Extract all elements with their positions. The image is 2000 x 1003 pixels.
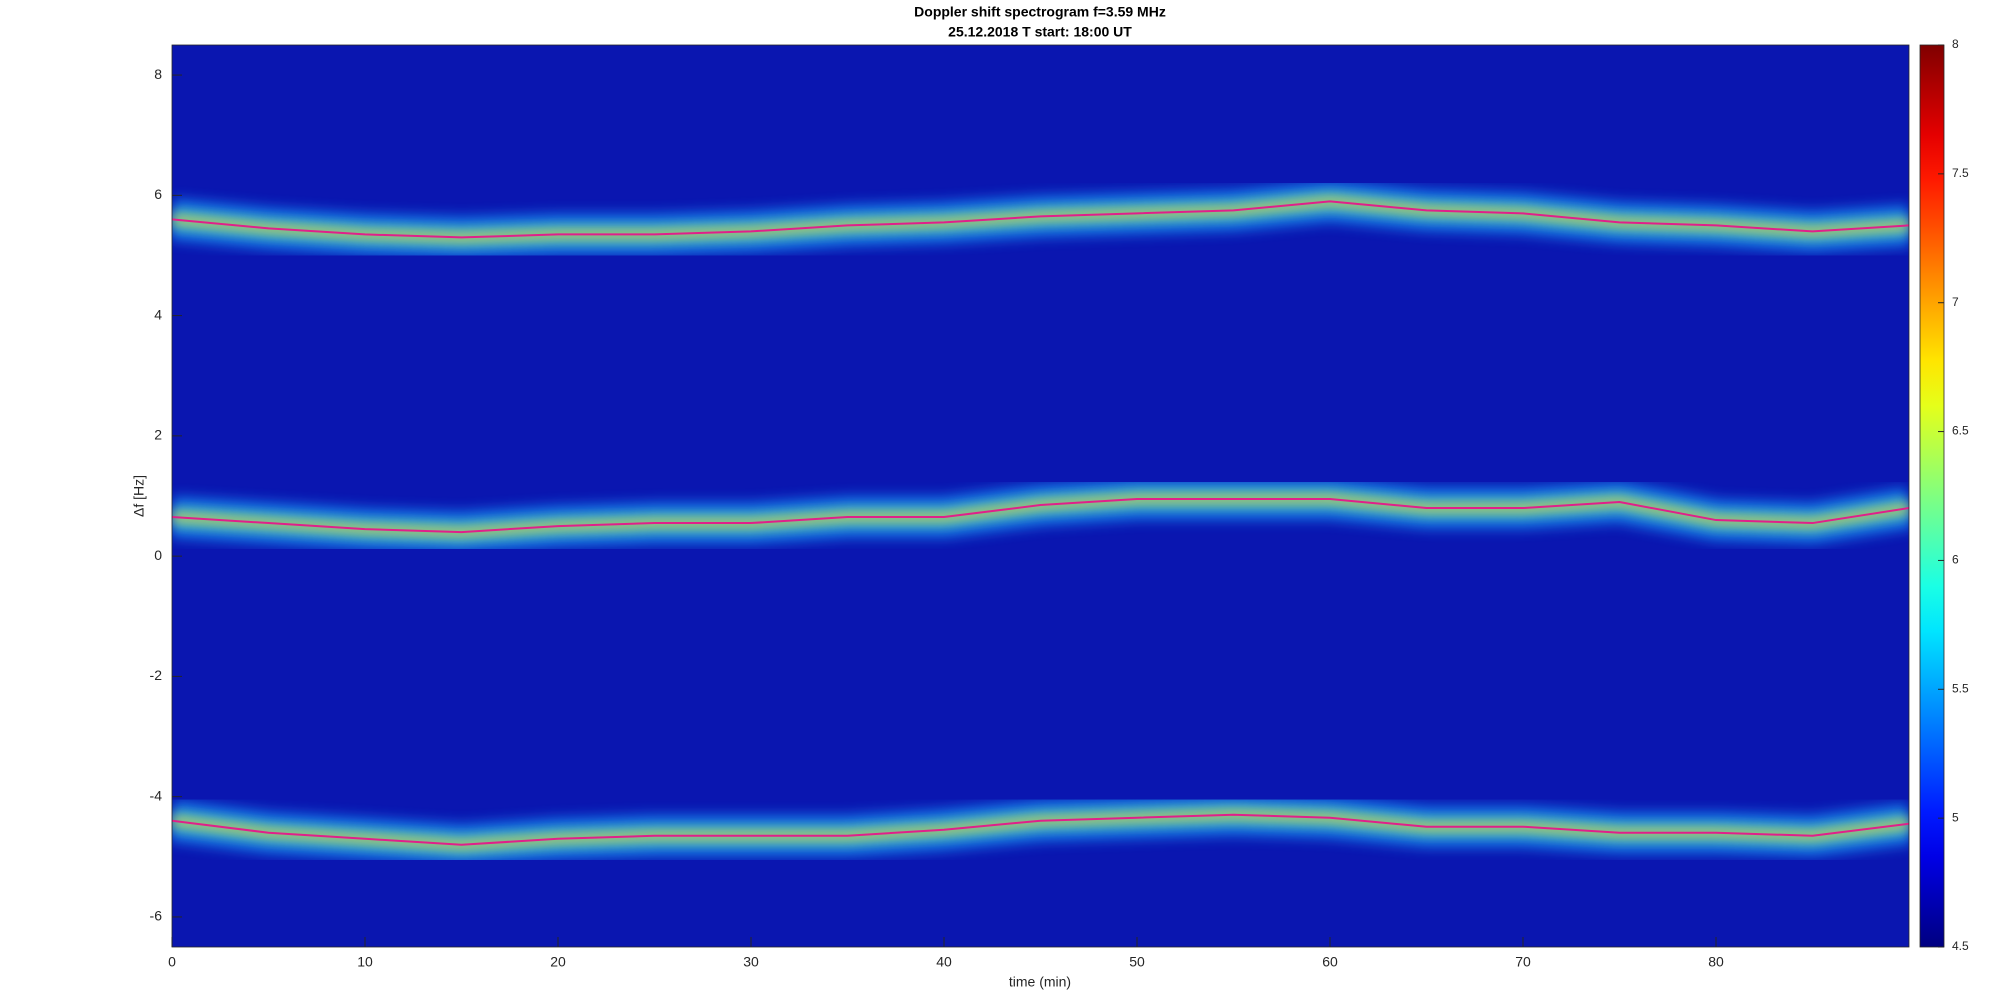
colorbar-tick-label: 6	[1952, 553, 1959, 567]
colorbar-tick-label: 5	[1952, 810, 1959, 824]
y-tick-label: -2	[150, 667, 163, 683]
colorbar-tick-label: 7.5	[1952, 166, 1969, 180]
colorbar-tick-label: 4.5	[1952, 939, 1969, 953]
y-axis-label: Δf [Hz]	[131, 475, 147, 517]
x-tick-label: 10	[357, 954, 373, 970]
x-axis-label: time (min)	[1009, 974, 1071, 990]
colorbar	[1919, 44, 1945, 948]
trace-line	[172, 813, 1909, 846]
y-tick-label: 0	[154, 547, 162, 563]
y-tick-label: -6	[150, 908, 163, 924]
y-tick-label: 8	[154, 66, 162, 82]
trace-line	[172, 498, 1909, 534]
x-tick-label: 40	[936, 954, 952, 970]
x-tick-label: 30	[743, 954, 759, 970]
x-tick-label: 60	[1322, 954, 1338, 970]
x-tick-label: 0	[168, 954, 176, 970]
y-tick-label: 2	[154, 427, 162, 443]
colorbar-tick-label: 8	[1952, 37, 1959, 51]
y-tick-label: 6	[154, 186, 162, 202]
trace-line	[172, 200, 1909, 239]
y-tick-label: 4	[154, 306, 162, 322]
traces	[172, 179, 1909, 867]
chart-subtitle: 25.12.2018 T start: 18:00 UT	[948, 24, 1132, 40]
x-tick-label: 70	[1515, 954, 1531, 970]
x-tick-label: 20	[550, 954, 566, 970]
y-tick-label: -4	[150, 787, 163, 803]
colorbar-tick-label: 6.5	[1952, 424, 1969, 438]
x-tick-label: 50	[1129, 954, 1145, 970]
plot-frame	[171, 44, 1910, 948]
chart-title: Doppler shift spectrogram f=3.59 MHz	[914, 4, 1166, 20]
colorbar-tick-label: 5.5	[1952, 681, 1969, 695]
colorbar-tick-label: 7	[1952, 295, 1959, 309]
x-tick-label: 80	[1708, 954, 1724, 970]
